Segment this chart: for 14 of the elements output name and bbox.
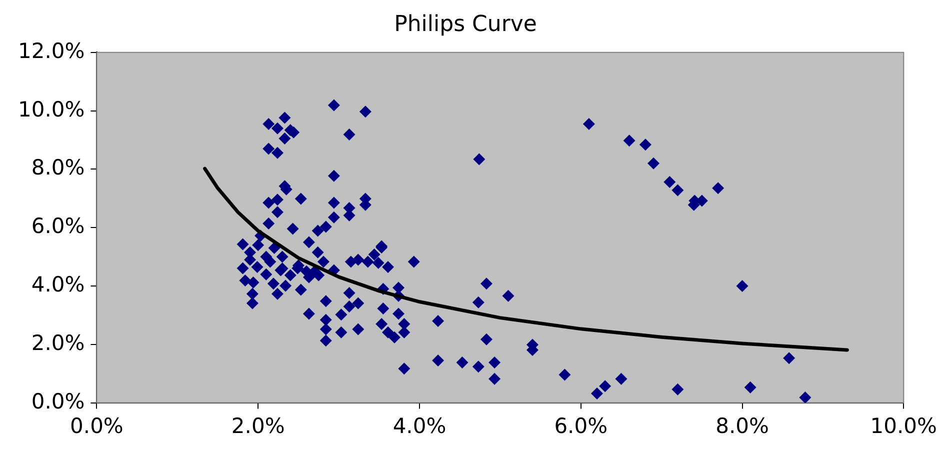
y-tick-label: 0.0% xyxy=(31,389,85,414)
x-tick-label: 0.0% xyxy=(70,414,124,438)
x-tick-label: 4.0% xyxy=(392,414,446,438)
chart-title: Philips Curve xyxy=(394,12,537,37)
x-tick-label: 10.0% xyxy=(870,414,938,438)
x-tick-label: 6.0% xyxy=(554,414,608,438)
y-tick-label: 12.0% xyxy=(18,38,85,63)
y-tick-label: 4.0% xyxy=(31,272,85,296)
x-tick-label: 2.0% xyxy=(231,414,285,438)
y-tick-label: 10.0% xyxy=(18,97,85,122)
y-tick-label: 6.0% xyxy=(31,214,85,238)
x-tick-label: 8.0% xyxy=(716,414,769,438)
y-tick-label: 2.0% xyxy=(31,330,85,355)
y-tick-label: 8.0% xyxy=(31,156,85,180)
